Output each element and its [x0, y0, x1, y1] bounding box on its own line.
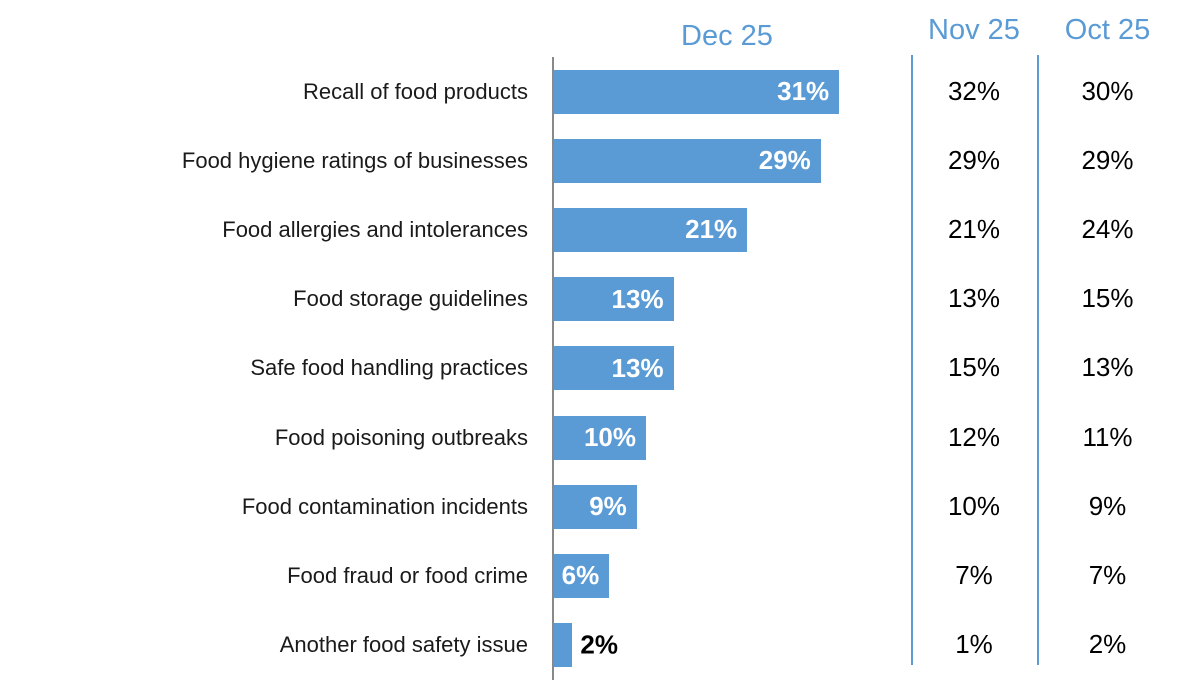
oct25-value-cell: 13% — [1081, 352, 1134, 383]
bar-value-label: 10% — [583, 422, 636, 453]
dec25-bar: 13% — [554, 346, 674, 391]
nov25-value-cell: 15% — [947, 352, 1001, 383]
bar-value-label: 29% — [758, 145, 811, 176]
chart-row: Food contamination incidents 9% 10% 9% — [0, 472, 1178, 541]
bar-value-label: 31% — [777, 76, 830, 107]
dec25-bar: 6% — [554, 553, 610, 598]
nov25-value-cell: 7% — [955, 559, 993, 590]
chart-row: Safe food handling practices 13% 15% 13% — [0, 334, 1178, 403]
column-header-nov25: Nov 25 — [928, 14, 1020, 46]
category-label: Safe food handling practices — [250, 355, 528, 381]
bar-value-label: 21% — [685, 214, 738, 245]
category-axis-line — [552, 57, 554, 680]
column-header-dec25: Dec 25 — [681, 20, 773, 52]
oct25-value-cell: 2% — [1088, 629, 1127, 660]
chart-row: Food storage guidelines 13% 13% 15% — [0, 265, 1178, 334]
chart-row: Recall of food products 31% 32% 30% — [0, 57, 1178, 126]
category-label: Another food safety issue — [279, 632, 528, 658]
oct25-value-cell: 30% — [1081, 75, 1134, 106]
oct25-value-cell: 7% — [1088, 559, 1127, 590]
bar-value-label: 6% — [561, 560, 600, 591]
nov-column-separator-line — [911, 55, 913, 665]
category-label: Food hygiene ratings of businesses — [181, 147, 528, 173]
bar-area: 2% — [554, 623, 924, 668]
oct25-value-cell: 9% — [1088, 490, 1127, 521]
chart-row: Food hygiene ratings of businesses 29% 29%… — [0, 126, 1178, 195]
bar-area: 29% — [554, 138, 924, 183]
bar-area: 31% — [554, 69, 924, 114]
dec25-bar: 29% — [554, 138, 821, 183]
oct25-value-cell: 11% — [1082, 421, 1133, 452]
bar-area: 6% — [554, 553, 924, 598]
bar-value-label: 2% — [580, 629, 618, 660]
bar-area: 13% — [554, 346, 924, 391]
chart-row: Food allergies and intolerances 21% 21% 24% — [0, 195, 1178, 264]
dec25-bar: 9% — [554, 484, 637, 529]
category-label: Food allergies and intolerances — [222, 216, 528, 242]
oct25-value-cell: 15% — [1081, 283, 1134, 314]
category-label: Food storage guidelines — [293, 286, 528, 312]
category-label: Recall of food products — [302, 78, 528, 104]
category-label: Food contamination incidents — [241, 493, 528, 519]
dec25-bar: 13% — [554, 277, 674, 322]
dec25-bar: 21% — [554, 207, 748, 252]
dec25-bar: 31% — [554, 69, 840, 114]
bar-area: 10% — [554, 415, 924, 460]
nov25-value-cell: 13% — [947, 283, 1001, 314]
oct25-value-cell: 24% — [1081, 213, 1134, 244]
nov25-value-cell: 21% — [947, 213, 1001, 244]
oct25-value-cell: 29% — [1081, 144, 1134, 175]
dec25-bar — [554, 623, 573, 668]
nov25-value-cell: 32% — [947, 75, 1001, 106]
bar-value-label: 13% — [611, 352, 664, 383]
bar-area: 13% — [554, 277, 924, 322]
chart-row: Food poisoning outbreaks 10% 12% 11% — [0, 403, 1178, 472]
chart-row: Another food safety issue 2% 1% 2% — [0, 611, 1178, 680]
bar-value-label: 13% — [611, 283, 664, 314]
nov25-value-cell: 29% — [947, 144, 1001, 175]
chart-row: Food fraud or food crime 6% 7% 7% — [0, 541, 1178, 610]
nov25-value-cell: 1% — [955, 629, 993, 660]
bar-area: 21% — [554, 207, 924, 252]
nov25-value-cell: 10% — [947, 490, 1001, 521]
dec25-bar: 10% — [554, 415, 646, 460]
oct-column-separator-line — [1037, 55, 1039, 665]
bar-value-label: 9% — [589, 491, 627, 522]
category-label: Food poisoning outbreaks — [274, 424, 528, 450]
nov25-value-cell: 12% — [947, 421, 1001, 452]
category-label: Food fraud or food crime — [287, 562, 528, 588]
column-header-oct25: Oct 25 — [1064, 14, 1151, 46]
bar-area: 9% — [554, 484, 924, 529]
